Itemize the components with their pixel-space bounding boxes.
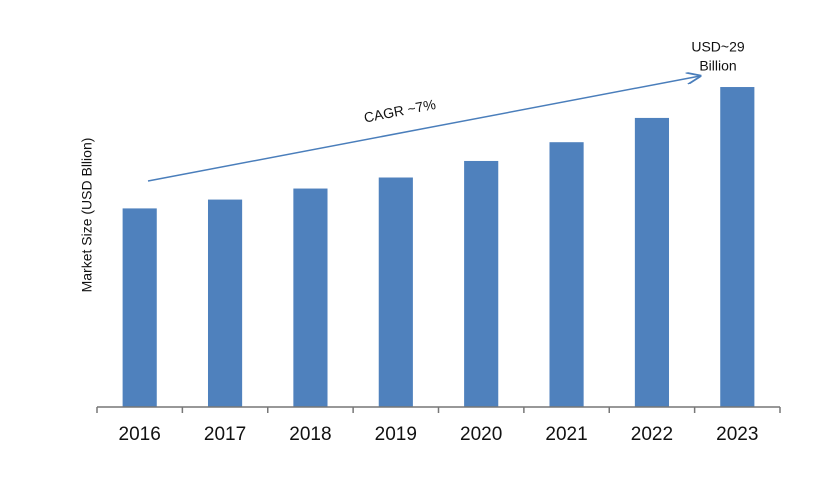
bar	[207, 199, 243, 407]
bar	[549, 142, 584, 407]
cagr-arrow	[147, 76, 700, 182]
x-tick-label: 2016	[119, 424, 161, 445]
x-tick-label: 2023	[716, 424, 758, 445]
x-tick-label: 2017	[204, 424, 246, 445]
bar	[720, 87, 755, 408]
y-axis-label: Market Size (USD Bllion)	[79, 138, 95, 293]
bar	[378, 177, 413, 407]
bar	[464, 160, 499, 407]
x-tick-label: 2020	[460, 424, 502, 445]
bar	[293, 188, 328, 407]
bar	[122, 208, 157, 407]
value-annotation: Billion	[699, 58, 736, 74]
x-tick-label: 2018	[289, 424, 331, 445]
x-tick-label: 2022	[631, 424, 673, 445]
value-annotation: USD~29	[691, 39, 745, 55]
bar	[634, 117, 670, 407]
cagr-label: CAGR ~7%	[363, 96, 437, 126]
x-tick-label: 2019	[375, 424, 417, 445]
x-tick-label: 2021	[545, 424, 587, 445]
